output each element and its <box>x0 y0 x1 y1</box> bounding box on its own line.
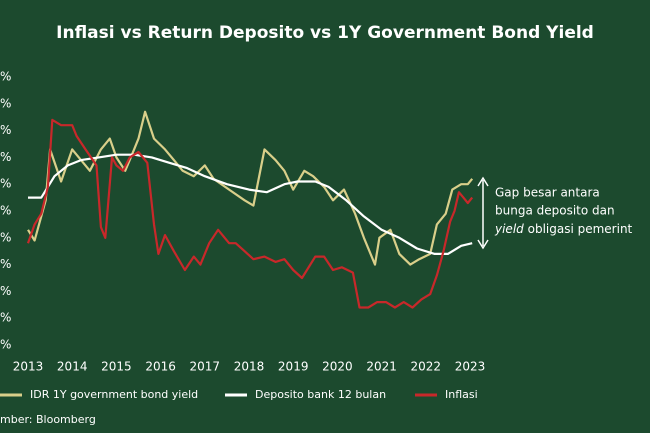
y-tick-label: % <box>0 96 11 110</box>
y-tick-label: % <box>0 150 11 164</box>
y-tick-label: % <box>0 311 11 325</box>
y-tick-label: % <box>0 338 11 352</box>
x-tick-label: 2017 <box>190 360 221 374</box>
annotation-text: yield obligasi pemerint <box>494 222 633 236</box>
y-tick-label: % <box>0 70 11 84</box>
y-tick-label: % <box>0 204 11 218</box>
chart-title: Inflasi vs Return Deposito vs 1Y Governm… <box>56 23 594 43</box>
line <box>26 118 474 309</box>
x-tick-label: 2014 <box>57 360 88 374</box>
y-tick-label: % <box>0 284 11 298</box>
y-tick-label: % <box>0 257 11 271</box>
annotation-text: obligasi pemerint <box>528 222 633 236</box>
source: mber: Bloomberg <box>0 413 96 426</box>
x-tick-label: 2013 <box>13 360 44 374</box>
line <box>28 153 473 255</box>
x-tick-label: 2023 <box>455 360 486 374</box>
x-tick-label: 2021 <box>366 360 397 374</box>
legend-label: Inflasi <box>445 388 478 401</box>
y-tick-label: % <box>0 177 11 191</box>
x-tick-label: 2015 <box>101 360 132 374</box>
x-tick-label: 2022 <box>411 360 442 374</box>
annotation-text: bunga deposito dan <box>495 204 615 218</box>
annotation-text: Gap besar antara <box>495 186 600 200</box>
x-tick-label: 2018 <box>234 360 265 374</box>
arrow-heads <box>477 176 489 250</box>
legend-label: IDR 1Y government bond yield <box>30 388 198 401</box>
x-tick-label: 2016 <box>145 360 176 374</box>
legend-label: Deposito bank 12 bulan <box>255 388 386 401</box>
annotation-italic: yield <box>494 222 524 236</box>
annotation: Gap besar antara bunga deposito dan yiel… <box>477 176 633 250</box>
x-tick-label: 2020 <box>322 360 353 374</box>
y-tick-label: % <box>0 230 11 244</box>
y-tick-label: % <box>0 123 11 137</box>
line <box>27 110 474 266</box>
x-tick-label: 2019 <box>278 360 309 374</box>
